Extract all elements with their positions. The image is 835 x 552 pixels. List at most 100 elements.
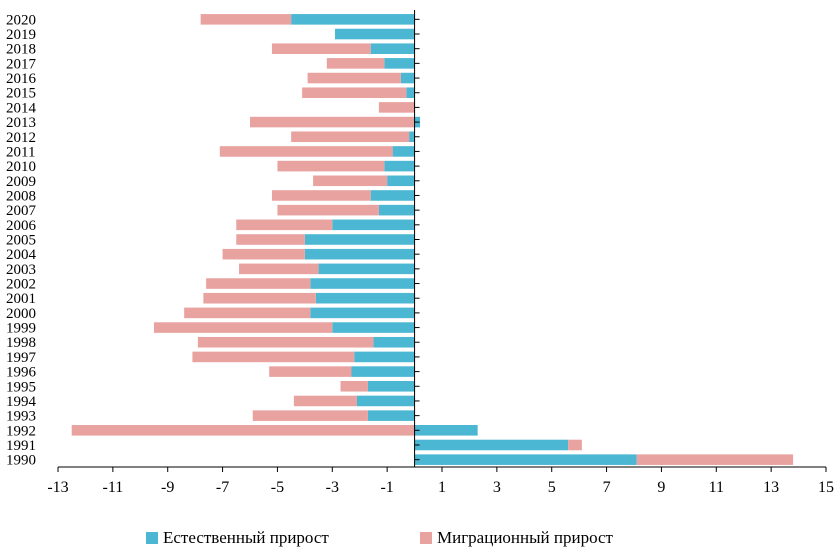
bar-migration-1998 — [197, 336, 374, 348]
bar-natural-2012 — [409, 131, 415, 143]
bar-natural-2015 — [406, 87, 415, 99]
x-tick-label: 15 — [818, 479, 834, 496]
bar-migration-2018 — [271, 43, 371, 54]
bar-natural-2016 — [400, 72, 415, 84]
bar-natural-2009 — [387, 175, 415, 187]
legend-swatch-migration — [420, 532, 432, 544]
y-tick-label: 2009 — [6, 174, 36, 190]
bar-natural-2010 — [384, 160, 415, 172]
bar-migration-2001 — [203, 292, 316, 304]
y-tick-label: 1998 — [6, 335, 36, 351]
y-tick-label: 1999 — [6, 321, 36, 337]
bar-natural-2011 — [392, 146, 415, 157]
y-tick-label: 2000 — [6, 306, 36, 322]
y-tick-label: 2018 — [6, 42, 36, 58]
x-tick-label: -1 — [380, 479, 393, 496]
bar-natural-2001 — [315, 292, 415, 304]
y-tick-label: 1996 — [6, 365, 37, 381]
y-tick-label: 2016 — [6, 71, 37, 87]
bar-migration-2006 — [236, 219, 333, 231]
bar-natural-2017 — [384, 58, 415, 69]
bar-natural-2006 — [332, 219, 415, 231]
y-tick-label: 1990 — [6, 453, 36, 469]
x-tick-label: 3 — [493, 479, 501, 496]
bar-migration-1999 — [154, 322, 333, 333]
bar-natural-1996 — [351, 366, 415, 377]
y-tick-label: 2002 — [6, 277, 36, 293]
legend-label-migration: Миграционный прирост — [437, 528, 613, 547]
bar-natural-2007 — [378, 204, 415, 216]
bar-natural-1999 — [332, 322, 415, 333]
bar-migration-1996 — [269, 366, 352, 377]
bar-migration-2009 — [313, 175, 388, 187]
legend-label-natural: Естественный прирост — [163, 528, 329, 547]
x-tick-label: 9 — [657, 479, 665, 496]
legend-swatch-natural — [146, 532, 158, 544]
x-tick-label: -13 — [47, 479, 68, 496]
bar-migration-2000 — [184, 307, 311, 319]
x-tick-label: 13 — [763, 479, 779, 496]
y-tick-label: 2017 — [6, 56, 37, 72]
bar-natural-2003 — [318, 263, 415, 275]
y-tick-label: 2015 — [6, 86, 36, 102]
bar-migration-1992 — [71, 425, 415, 436]
bar-migration-1997 — [192, 351, 355, 363]
legend-item-migration: Миграционный прирост — [420, 528, 613, 548]
x-tick-label: -5 — [271, 479, 284, 496]
legend: Естественный прирост Миграционный прирос… — [0, 528, 835, 552]
x-tick-label: 5 — [548, 479, 556, 496]
bar-migration-1993 — [252, 410, 368, 421]
bar-migration-1990 — [636, 454, 794, 465]
y-tick-label: 2010 — [6, 159, 36, 175]
y-tick-label: 2005 — [6, 233, 36, 249]
bar-natural-2005 — [304, 234, 415, 245]
x-tick-label: 11 — [709, 479, 724, 496]
x-tick-label: -11 — [102, 479, 123, 496]
x-tick-label: -9 — [161, 479, 174, 496]
bar-natural-1993 — [367, 410, 415, 421]
x-tick-label: 7 — [603, 479, 611, 496]
bar-migration-2007 — [277, 204, 379, 216]
legend-item-natural: Естественный прирост — [146, 528, 329, 548]
y-tick-label: 1992 — [6, 423, 36, 439]
y-tick-label: 2013 — [6, 115, 36, 131]
bar-natural-2000 — [310, 307, 415, 319]
y-tick-label: 2004 — [6, 247, 37, 263]
bar-natural-2018 — [370, 43, 415, 54]
y-tick-label: 2001 — [6, 291, 36, 307]
bar-natural-2004 — [304, 248, 415, 260]
y-tick-label: 2011 — [6, 144, 35, 160]
y-tick-label: 1993 — [6, 409, 36, 425]
chart: -13 -11 -9 -7 -5 -3 -1 1 3 5 7 9 11 13 151990199119921… — [6, 10, 834, 496]
y-tick-label: 2008 — [6, 188, 36, 204]
bar-natural-2019 — [335, 28, 415, 40]
bar-natural-1992 — [414, 425, 478, 436]
bar-natural-1997 — [354, 351, 415, 363]
y-tick-label: 1995 — [6, 379, 36, 395]
y-tick-label: 2007 — [6, 203, 37, 219]
bar-migration-2005 — [236, 234, 305, 245]
y-tick-label: 2020 — [6, 12, 36, 28]
bar-natural-2020 — [291, 14, 415, 25]
bar-migration-1995 — [340, 380, 368, 392]
bar-migration-2017 — [326, 58, 385, 69]
y-tick-label: 1991 — [6, 438, 36, 454]
y-tick-label: 1997 — [6, 350, 37, 366]
y-tick-label: 1994 — [6, 394, 37, 410]
bar-migration-2003 — [239, 263, 319, 275]
x-tick-label: -3 — [326, 479, 339, 496]
y-tick-label: 2014 — [6, 100, 37, 116]
bar-migration-2004 — [222, 248, 305, 260]
bar-natural-1994 — [356, 395, 415, 407]
bar-migration-2002 — [206, 278, 311, 289]
bar-migration-1991 — [568, 439, 582, 451]
bar-migration-2008 — [271, 190, 371, 201]
bar-migration-2016 — [307, 72, 401, 84]
bar-natural-2002 — [310, 278, 415, 289]
bar-migration-2013 — [250, 116, 415, 128]
bar-natural-1990 — [414, 454, 637, 465]
x-tick-label: 1 — [438, 479, 446, 496]
bar-migration-2020 — [200, 14, 292, 25]
bar-migration-1994 — [293, 395, 357, 407]
bar-migration-2014 — [378, 102, 415, 113]
